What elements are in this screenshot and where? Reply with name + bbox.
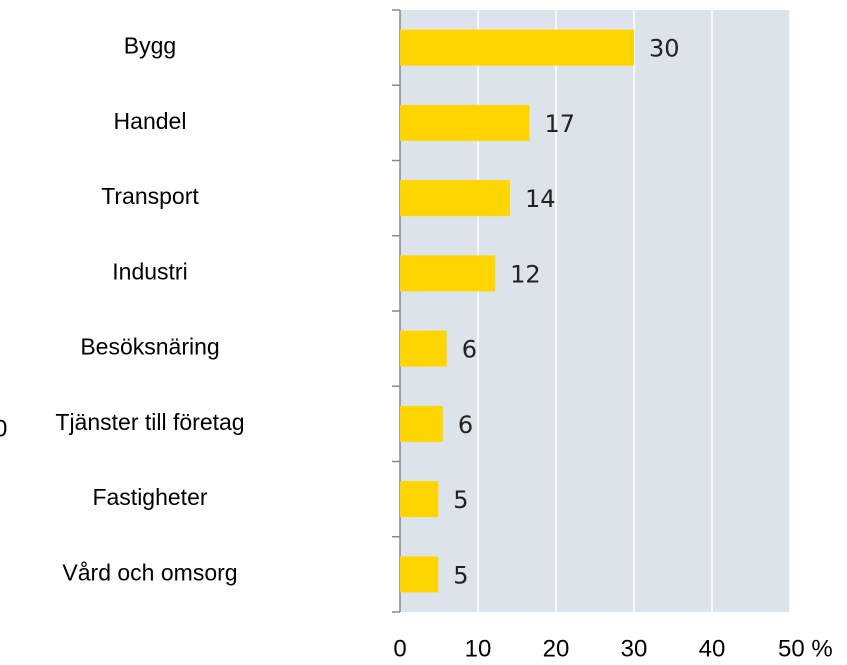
category-label: Handel xyxy=(114,108,187,134)
value-label: 5 xyxy=(453,486,468,514)
value-label: 30 xyxy=(649,35,680,63)
x-tick-label: 20 xyxy=(543,635,570,662)
category-label: Tjänster till företag xyxy=(55,409,244,435)
x-tick-label: 10 xyxy=(465,635,492,662)
bar xyxy=(400,180,510,217)
category-label: Besöksnäring xyxy=(80,334,219,360)
x-tick-label: 30 xyxy=(621,635,648,662)
value-label: 5 xyxy=(453,561,468,589)
value-label: 6 xyxy=(462,336,477,364)
category-label: Bygg xyxy=(124,33,176,59)
value-label: 14 xyxy=(525,185,556,213)
value-label: 17 xyxy=(544,110,575,138)
x-tick-label: 40 xyxy=(699,635,726,662)
bar xyxy=(400,104,530,141)
bar xyxy=(400,405,443,442)
annotation: 0 xyxy=(0,415,7,442)
value-label: 6 xyxy=(458,411,473,439)
bar xyxy=(400,255,496,292)
x-tick-label: 50 % xyxy=(778,635,833,662)
bar xyxy=(400,481,439,518)
plot-background xyxy=(400,10,790,612)
x-tick-label: 0 xyxy=(393,635,406,662)
bar xyxy=(400,29,634,66)
bar xyxy=(400,556,439,593)
category-label: Industri xyxy=(112,258,187,284)
category-label: Transport xyxy=(101,183,199,209)
category-label: Vård och omsorg xyxy=(62,559,237,585)
bar xyxy=(400,330,447,367)
category-label: Fastigheter xyxy=(92,484,207,510)
value-label: 12 xyxy=(510,260,541,288)
